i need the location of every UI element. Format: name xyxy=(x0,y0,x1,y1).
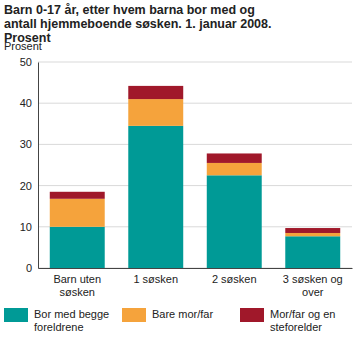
tick: 30 xyxy=(20,138,38,150)
tick-label: 2 søsken xyxy=(212,273,257,285)
legend-swatch xyxy=(122,308,146,322)
bar xyxy=(128,86,183,99)
tick: 0 xyxy=(26,262,38,274)
tick: 2 søsken xyxy=(212,268,257,285)
tick: 1 søsken xyxy=(133,268,178,285)
legend-swatch xyxy=(4,308,28,322)
tick: 20 xyxy=(20,180,38,192)
legend-label: Bare mor/far xyxy=(152,308,213,320)
grid-line xyxy=(38,185,352,186)
bar xyxy=(207,175,262,268)
legend-swatch xyxy=(240,308,264,322)
tick-label: 50 xyxy=(20,56,32,68)
bar xyxy=(50,199,105,227)
axis-line xyxy=(38,63,39,269)
tick: 10 xyxy=(20,221,38,233)
axis-line xyxy=(39,268,353,269)
bar xyxy=(285,233,340,236)
title: Barn 0-17 år, etter hvem barna bor med o… xyxy=(4,3,271,45)
bar xyxy=(207,153,262,162)
bars xyxy=(50,86,340,268)
x-axis: Barn utensøsken 1 søsken 2 søsken 3 søsken … xyxy=(39,268,353,298)
bar xyxy=(50,192,105,199)
grid-line xyxy=(38,144,352,145)
grid-line xyxy=(38,103,352,104)
bar xyxy=(285,236,340,268)
bar xyxy=(207,163,262,175)
tick: 50 xyxy=(20,56,38,68)
legend: Bor med beggeforeldrene Bare mor/far Mor/f… xyxy=(4,308,335,333)
tick: Barn utensøsken xyxy=(53,268,101,298)
bar xyxy=(128,126,183,268)
axis-title: Prosent xyxy=(4,40,42,52)
grid xyxy=(38,62,352,268)
legend-label: Mor/far og ensteforelder xyxy=(270,308,335,333)
grid-line xyxy=(38,62,352,63)
tick-label: 0 xyxy=(26,262,32,274)
tick-label: 40 xyxy=(20,97,32,109)
tick-label: Barn utensøsken xyxy=(53,273,101,298)
tick-label: 3 søsken ogover xyxy=(283,273,343,298)
tick-label: 20 xyxy=(20,180,32,192)
bar xyxy=(128,99,183,126)
y-axis: 0 10 20 30 40 50 xyxy=(20,56,39,274)
tick-label: 1 søsken xyxy=(133,273,178,285)
tick-label: 10 xyxy=(20,221,32,233)
tick: 40 xyxy=(20,97,38,109)
legend-label: Bor med beggeforeldrene xyxy=(34,308,109,333)
bar xyxy=(285,228,340,233)
tick-label: 30 xyxy=(20,138,32,150)
tick: 3 søsken ogover xyxy=(283,268,343,298)
bar xyxy=(50,227,105,268)
chart: Barn 0-17 år, etter hvem barna bor med o… xyxy=(0,0,362,350)
